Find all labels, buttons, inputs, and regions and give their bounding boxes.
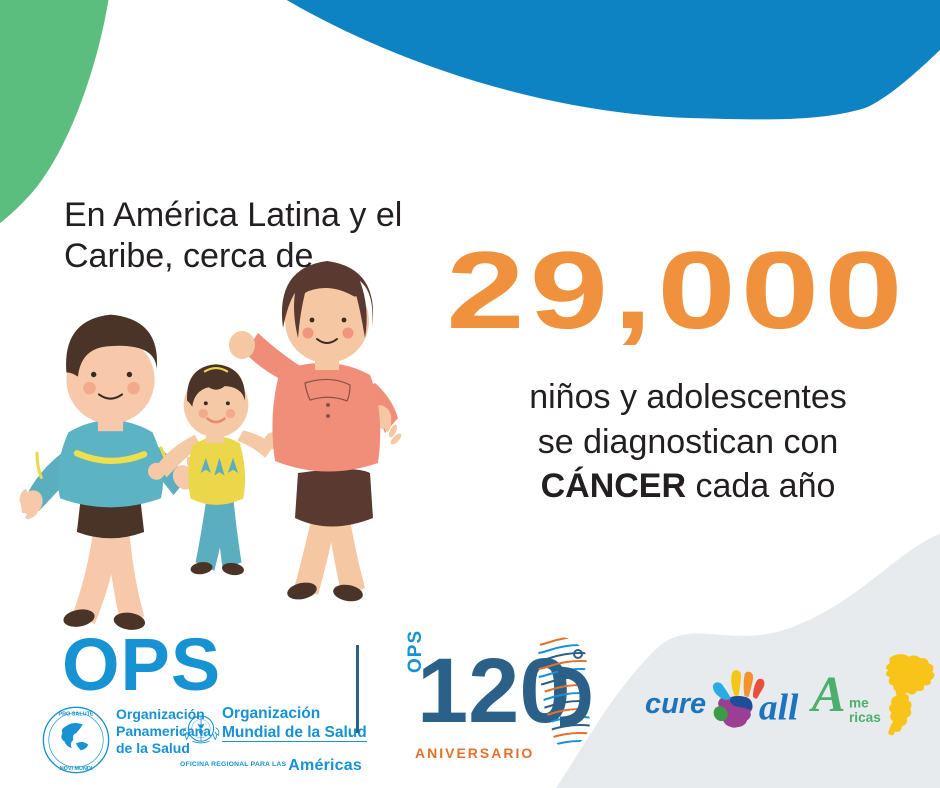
svg-text:NOVI MUNDI: NOVI MUNDI <box>60 766 93 772</box>
svg-text:PRO SALUTE: PRO SALUTE <box>58 712 93 718</box>
